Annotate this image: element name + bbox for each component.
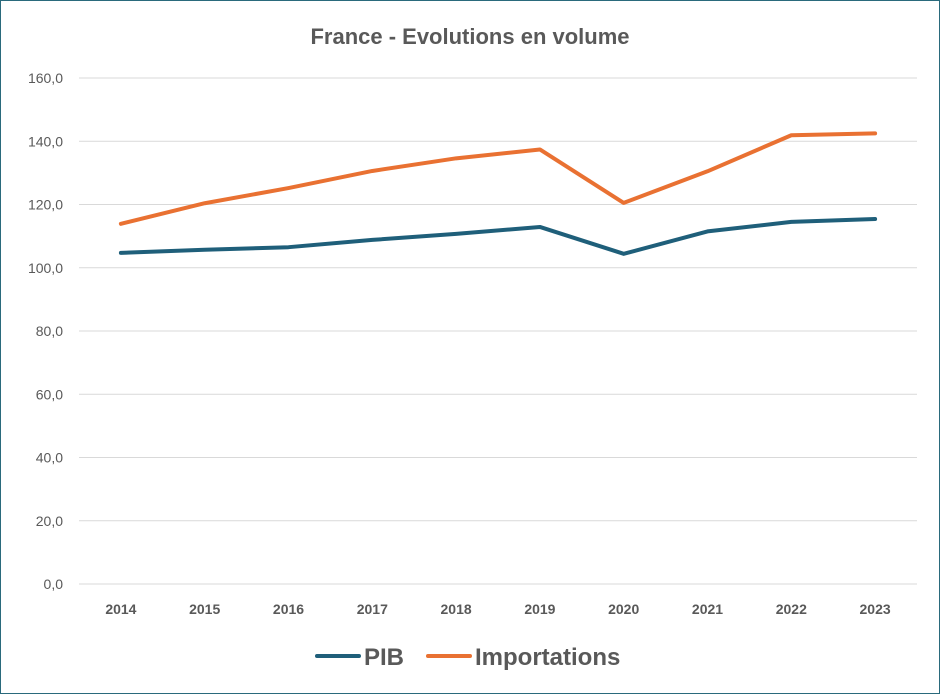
y-axis-ticks: 0,0 20,0 40,0 60,0 80,0 100,0 120,0 140,0 160,0 bbox=[28, 70, 63, 592]
legend-label-pib: PIB bbox=[364, 644, 404, 671]
y-tick-label: 40,0 bbox=[36, 450, 63, 466]
series-line-importations bbox=[118, 131, 878, 226]
x-tick-label: 2019 bbox=[524, 601, 555, 617]
x-tick-label: 2021 bbox=[692, 601, 723, 617]
x-tick-label: 2023 bbox=[860, 601, 891, 617]
x-tick-label: 2020 bbox=[608, 601, 639, 617]
x-tick-label: 2014 bbox=[105, 601, 136, 617]
y-tick-label: 0,0 bbox=[44, 576, 64, 592]
chart-title: France - Evolutions en volume bbox=[310, 24, 629, 49]
x-tick-label: 2022 bbox=[776, 601, 807, 617]
y-tick-label: 60,0 bbox=[36, 386, 63, 402]
x-tick-label: 2015 bbox=[189, 601, 220, 617]
y-tick-label: 100,0 bbox=[28, 260, 63, 276]
x-tick-label: 2017 bbox=[357, 601, 388, 617]
y-tick-label: 140,0 bbox=[28, 133, 63, 149]
y-tick-label: 160,0 bbox=[28, 70, 63, 86]
x-axis-ticks: 2014 2015 2016 2017 2018 2019 2020 2021 2022 2023 bbox=[105, 601, 891, 617]
y-tick-label: 20,0 bbox=[36, 513, 63, 529]
series-lines bbox=[118, 131, 878, 256]
x-tick-label: 2018 bbox=[441, 601, 472, 617]
gridlines bbox=[79, 77, 917, 585]
x-tick-label: 2016 bbox=[273, 601, 304, 617]
series-line-pib bbox=[118, 217, 878, 256]
legend: PIB Importations bbox=[315, 644, 620, 671]
legend-label-importations: Importations bbox=[475, 644, 620, 671]
y-tick-label: 80,0 bbox=[36, 323, 63, 339]
y-tick-label: 120,0 bbox=[28, 197, 63, 213]
